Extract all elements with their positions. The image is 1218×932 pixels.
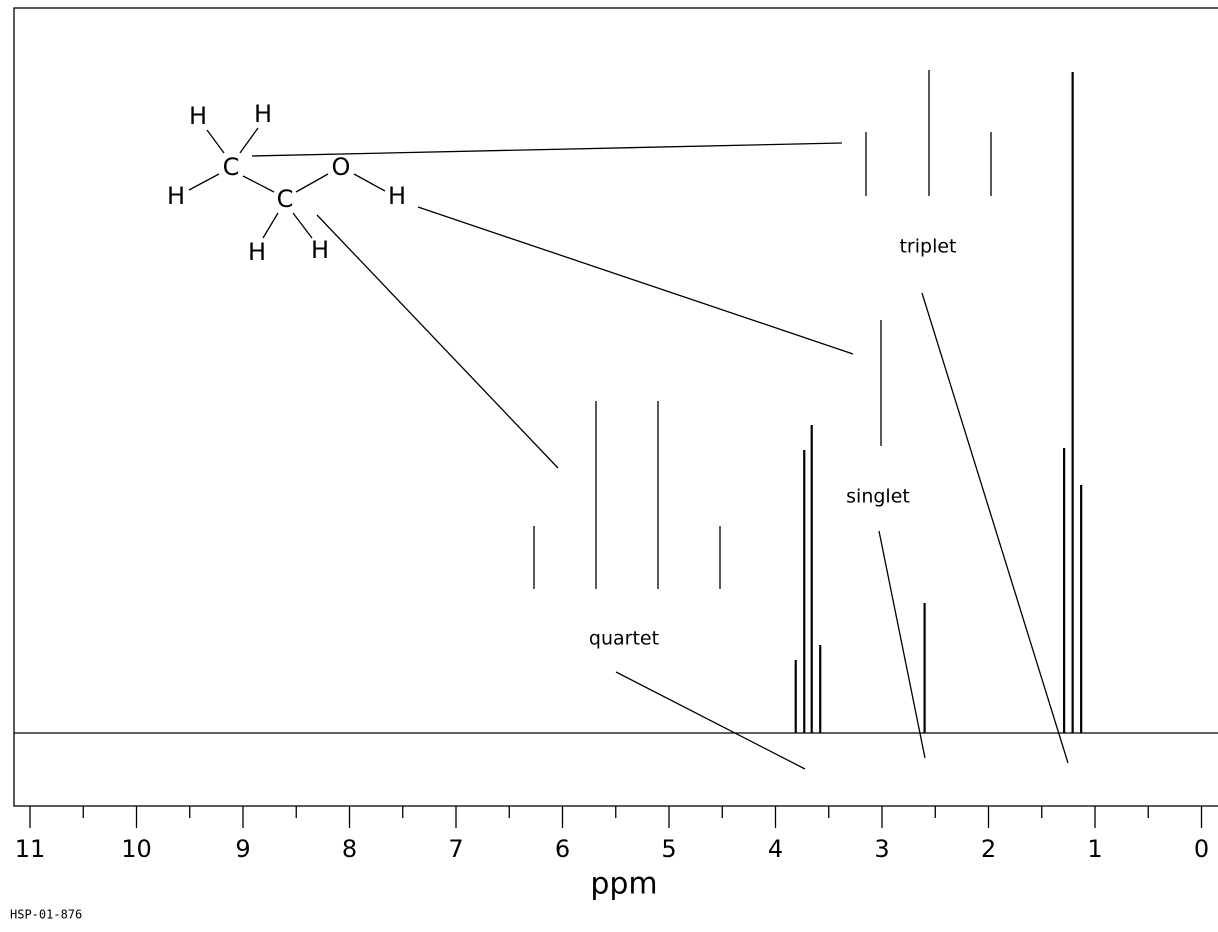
x-tick-label: 1	[1087, 835, 1102, 863]
bond	[206, 129, 225, 154]
pointer	[878, 530, 926, 759]
splitting-diagram: triplet singlet quartet	[251, 70, 1069, 770]
x-tick-label: 5	[661, 835, 676, 863]
atom: C	[277, 185, 294, 213]
x-tick-label: 8	[342, 835, 357, 863]
molecule: H H C H C O H H H	[167, 100, 406, 266]
atom: H	[311, 236, 329, 264]
pointer	[921, 292, 1069, 764]
atom: C	[223, 153, 240, 181]
x-tick-label: 6	[555, 835, 570, 863]
pointer	[615, 671, 806, 770]
bond	[188, 173, 220, 191]
atom: H	[167, 182, 185, 210]
bond	[242, 175, 275, 193]
bond	[239, 127, 259, 154]
annotation: quartet	[589, 628, 659, 650]
x-tick-label: 0	[1194, 835, 1209, 863]
x-tick-label: 7	[448, 835, 463, 863]
x-tick-label: 2	[981, 835, 996, 863]
connector	[316, 214, 559, 469]
atom: H	[254, 100, 272, 128]
x-tick-label: 4	[768, 835, 783, 863]
x-tick-label: 3	[874, 835, 889, 863]
annotation: singlet	[846, 486, 910, 508]
x-tick-label: 11	[15, 835, 46, 863]
atom: H	[248, 238, 266, 266]
connector	[417, 206, 854, 355]
x-tick-label: 9	[235, 835, 250, 863]
bond	[292, 212, 313, 239]
atom: O	[332, 153, 351, 181]
bond	[353, 173, 386, 192]
x-tick-label: 10	[121, 835, 152, 863]
x-axis-label: ppm	[590, 867, 657, 902]
annotation: triplet	[899, 236, 956, 258]
bond	[295, 173, 329, 193]
bond	[262, 212, 279, 239]
atom: H	[189, 102, 207, 130]
connector	[251, 142, 843, 157]
plot-frame	[13, 7, 1218, 807]
atom: H	[388, 182, 406, 210]
code-label: HSP-01-876	[10, 908, 82, 922]
